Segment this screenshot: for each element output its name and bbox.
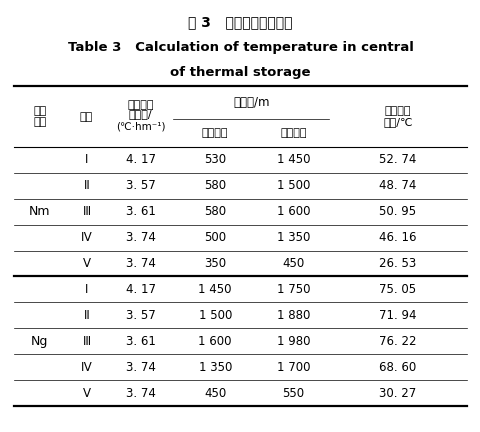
Text: Ng: Ng [31,335,48,348]
Text: Ⅱ: Ⅱ [84,179,89,192]
Text: 52. 74: 52. 74 [379,153,416,166]
Text: 26. 53: 26. 53 [379,257,416,270]
Text: 4. 17: 4. 17 [125,153,156,166]
Text: 3. 61: 3. 61 [125,335,156,348]
Text: 分区: 分区 [80,111,93,122]
Text: 1 880: 1 880 [276,309,310,322]
Text: 3. 57: 3. 57 [126,309,155,322]
Text: 75. 05: 75. 05 [379,283,416,296]
Text: Ⅳ: Ⅳ [81,231,92,244]
Text: 顶板厚度: 顶板厚度 [202,128,228,138]
Text: 530: 530 [204,153,226,166]
Text: 1 750: 1 750 [276,283,310,296]
Text: 热储中部: 热储中部 [384,106,410,116]
Text: 1 600: 1 600 [276,205,310,218]
Text: 450: 450 [282,257,304,270]
Text: Table 3   Calculation of temperature in central: Table 3 Calculation of temperature in ce… [67,41,413,54]
Text: Ⅰ: Ⅰ [84,283,88,296]
Text: 450: 450 [204,387,226,400]
Text: 热储层/m: 热储层/m [233,96,269,109]
Text: 3. 57: 3. 57 [126,179,155,192]
Text: 50. 95: 50. 95 [379,205,416,218]
Text: 1 350: 1 350 [276,231,310,244]
Text: Ⅴ: Ⅴ [83,387,90,400]
Text: Nm: Nm [29,205,50,218]
Text: Ⅱ: Ⅱ [84,309,89,322]
Text: 热储: 热储 [33,106,46,116]
Text: of thermal storage: of thermal storage [170,66,310,79]
Text: 1 980: 1 980 [276,335,310,348]
Text: 350: 350 [204,257,226,270]
Text: 68. 60: 68. 60 [379,361,416,374]
Text: 1 350: 1 350 [198,361,231,374]
Text: 1 500: 1 500 [198,309,231,322]
Text: 48. 74: 48. 74 [379,179,416,192]
Text: Ⅴ: Ⅴ [83,257,90,270]
Text: 46. 16: 46. 16 [379,231,416,244]
Text: Ⅰ: Ⅰ [84,153,88,166]
Text: 平均值/: 平均值/ [129,109,152,120]
Text: 层位: 层位 [33,117,46,127]
Text: 温度/℃: 温度/℃ [383,117,412,127]
Text: Ⅲ: Ⅲ [83,335,90,348]
Text: Ⅲ: Ⅲ [83,205,90,218]
Text: 1 700: 1 700 [276,361,310,374]
Text: 地温梯度: 地温梯度 [127,99,154,110]
Text: Ⅳ: Ⅳ [81,361,92,374]
Text: 76. 22: 76. 22 [379,335,416,348]
Text: 4. 17: 4. 17 [125,283,156,296]
Text: 3. 74: 3. 74 [125,231,156,244]
Text: 表 3   热储中部温度计算: 表 3 热储中部温度计算 [188,15,292,29]
Text: 550: 550 [282,387,304,400]
Text: 3. 61: 3. 61 [125,205,156,218]
Text: 3. 74: 3. 74 [125,257,156,270]
Text: 580: 580 [204,205,226,218]
Text: 30. 27: 30. 27 [379,387,416,400]
Text: 580: 580 [204,179,226,192]
Text: (℃·hm⁻¹): (℃·hm⁻¹) [116,121,165,131]
Text: 1 600: 1 600 [198,335,231,348]
Text: 3. 74: 3. 74 [125,387,156,400]
Text: 1 500: 1 500 [276,179,310,192]
Text: 500: 500 [204,231,226,244]
Text: 1 450: 1 450 [276,153,310,166]
Text: 1 450: 1 450 [198,283,231,296]
Text: 底板厚度: 底板厚度 [279,128,306,138]
Text: 3. 74: 3. 74 [125,361,156,374]
Text: 71. 94: 71. 94 [379,309,416,322]
